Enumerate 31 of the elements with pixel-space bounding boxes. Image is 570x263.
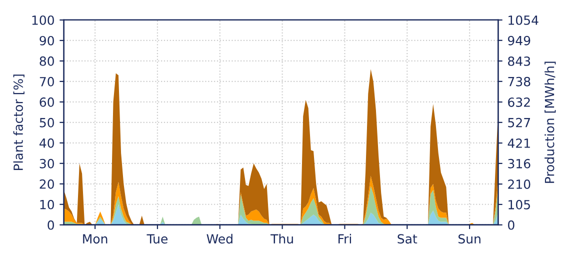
y-tick-label: 100 bbox=[32, 15, 54, 25]
y2-tick-label: 1054 bbox=[508, 15, 538, 25]
x-tick-label: Sat bbox=[398, 234, 418, 244]
y-tick-label: 80 bbox=[40, 56, 54, 66]
x-tick-label: Fri bbox=[338, 234, 352, 244]
y-tick-label: 20 bbox=[40, 179, 54, 189]
y2-tick-label: 105 bbox=[508, 200, 530, 210]
y2-tick-label: 316 bbox=[508, 158, 530, 168]
x-tick-label: Sun bbox=[458, 234, 480, 244]
y-tick-label: 40 bbox=[40, 138, 54, 148]
x-tick-label: Wed bbox=[206, 234, 232, 244]
y-tick-label: 30 bbox=[40, 158, 54, 168]
x-tick-label: Tue bbox=[146, 234, 168, 244]
y-tick-label: 0 bbox=[48, 220, 54, 230]
y-tick-label: 10 bbox=[40, 200, 54, 210]
y2-tick-label: 210 bbox=[508, 180, 530, 189]
y2-axis-title: Production [MWh/h] bbox=[544, 62, 556, 183]
x-tick-label: Mon bbox=[83, 234, 108, 244]
y-tick-label: 70 bbox=[40, 76, 54, 86]
y2-tick-label: 0 bbox=[508, 220, 514, 230]
y-tick-label: 90 bbox=[40, 36, 54, 46]
y2-tick-label: 843 bbox=[508, 56, 530, 66]
y2-tick-label: 421 bbox=[508, 138, 530, 148]
y2-tick-label: 949 bbox=[508, 36, 530, 46]
y2-tick-label: 527 bbox=[508, 118, 530, 128]
y2-tick-label: 632 bbox=[508, 97, 530, 107]
x-tick-label: Thu bbox=[270, 234, 293, 244]
y-tick-label: 60 bbox=[40, 97, 54, 107]
y-axis-title: Plant factor [%] bbox=[13, 74, 24, 170]
y-tick-label: 50 bbox=[40, 118, 54, 128]
y2-tick-label: 738 bbox=[508, 76, 530, 86]
